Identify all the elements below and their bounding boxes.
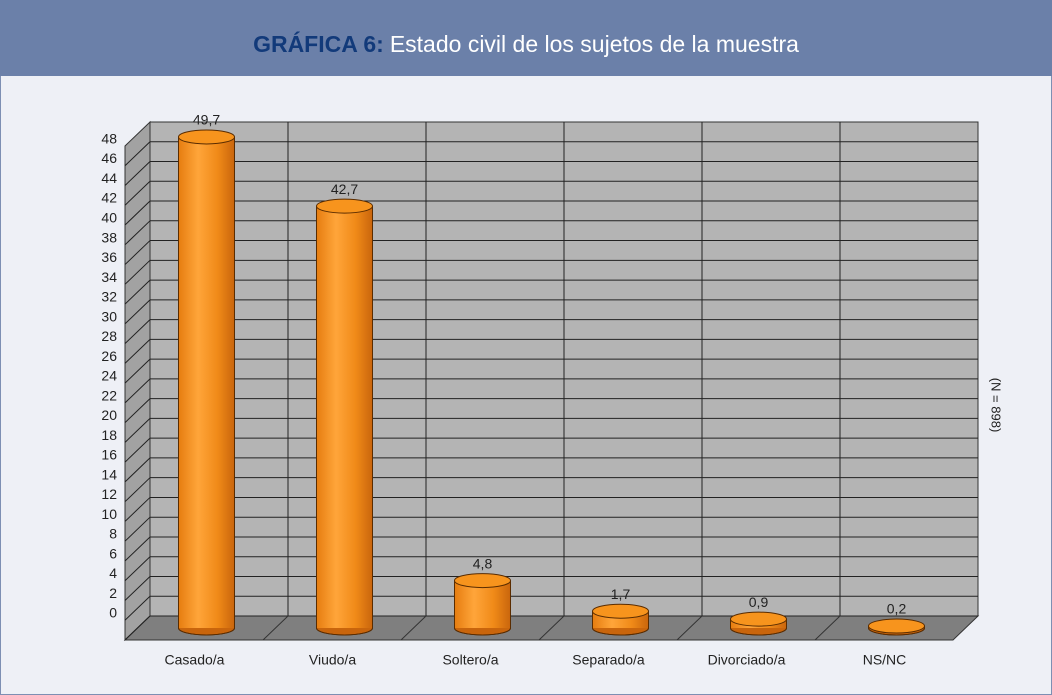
side-grid-line xyxy=(124,576,151,601)
side-grid-line xyxy=(124,497,151,522)
side-grid-line xyxy=(124,457,151,483)
x-tick-label: Divorciado/a xyxy=(708,652,786,668)
side-grid-line xyxy=(124,259,151,285)
title-label: GRÁFICA 6: xyxy=(253,30,384,57)
y-tick-label: 0 xyxy=(109,605,117,621)
y-tick-label: 10 xyxy=(101,506,117,522)
y-tick-label: 12 xyxy=(101,486,117,502)
bar-top xyxy=(730,611,787,627)
side-grid-line xyxy=(124,378,151,404)
floor-line xyxy=(676,615,703,641)
side-grid-line xyxy=(124,595,151,621)
y-tick-label: 2 xyxy=(109,585,117,601)
x-tick-label: Soltero/a xyxy=(442,652,498,668)
y-tick-label: 26 xyxy=(101,348,117,364)
side-grid-line xyxy=(124,516,151,542)
value-label: 1,7 xyxy=(611,586,631,602)
y-tick-label: 20 xyxy=(101,407,117,423)
note: (N = 898) xyxy=(989,378,1004,433)
side-grid-line xyxy=(124,418,151,443)
side-grid-line xyxy=(124,536,151,562)
side-grid-line xyxy=(124,141,151,167)
y-tick-label: 28 xyxy=(101,328,117,344)
y-tick-label: 36 xyxy=(101,249,117,265)
bar-top xyxy=(316,198,373,214)
floor-line xyxy=(262,615,289,641)
y-tick-label: 8 xyxy=(109,526,117,542)
bar xyxy=(454,580,511,628)
bar-bottom xyxy=(454,627,511,636)
side-grid-line xyxy=(124,556,151,582)
side-grid-line xyxy=(124,338,151,364)
value-label: 49,7 xyxy=(193,112,220,128)
bar xyxy=(178,136,235,629)
y-tick-label: 34 xyxy=(101,269,117,285)
side-grid-line xyxy=(124,437,151,463)
x-tick-label: Viudo/a xyxy=(309,652,356,668)
side-grid-line xyxy=(124,200,151,226)
side-grid-line xyxy=(124,398,151,424)
side-grid-line xyxy=(124,180,151,206)
y-tick-label: 38 xyxy=(101,229,117,245)
bar-top xyxy=(868,618,925,634)
chart-title: GRÁFICA 6: Estado civil de los sujetos de… xyxy=(253,30,799,57)
title-text: Estado civil de los sujetos de la muestr… xyxy=(390,31,799,57)
x-tick-label: Casado/a xyxy=(165,652,225,668)
y-tick-label: 4 xyxy=(109,565,117,581)
y-tick-label: 22 xyxy=(101,387,117,403)
y-tick-label: 42 xyxy=(101,190,117,206)
side-grid-line xyxy=(124,358,151,384)
side-wall xyxy=(124,120,151,642)
y-tick-label: 30 xyxy=(101,308,117,324)
side-grid-line xyxy=(124,240,151,265)
bar xyxy=(316,206,373,628)
side-grid-line xyxy=(124,161,151,186)
side-grid-line xyxy=(124,220,151,246)
y-tick-label: 14 xyxy=(101,466,117,482)
bar-top xyxy=(592,603,649,619)
header xyxy=(0,0,1052,76)
side-grid-line xyxy=(124,319,151,344)
floor-line xyxy=(400,615,427,641)
bar-bottom xyxy=(316,627,373,636)
x-tick-label: NS/NC xyxy=(863,652,907,668)
bar-bottom xyxy=(730,627,787,636)
y-tick-label: 46 xyxy=(101,150,117,166)
bar-top xyxy=(178,129,235,145)
value-label: 0,2 xyxy=(887,601,907,617)
y-tick-label: 32 xyxy=(101,289,117,305)
y-tick-label: 6 xyxy=(109,545,117,561)
side-grid-line xyxy=(124,615,151,641)
y-tick-label: 48 xyxy=(101,130,117,146)
bar-bottom xyxy=(178,627,235,636)
side-grid-line xyxy=(124,477,151,503)
bar-bottom xyxy=(592,627,649,636)
side-grid-line xyxy=(124,279,151,305)
y-tick-label: 18 xyxy=(101,427,117,443)
y-tick-label: 44 xyxy=(101,170,117,186)
value-label: 4,8 xyxy=(473,555,493,571)
bar-bottom xyxy=(868,627,925,636)
value-label: 0,9 xyxy=(749,594,769,610)
y-tick-label: 24 xyxy=(101,368,117,384)
y-tick-label: 40 xyxy=(101,210,117,226)
bar-top xyxy=(454,573,511,589)
side-grid-line xyxy=(124,299,151,325)
y-tick-label: 16 xyxy=(101,447,117,463)
x-tick-label: Separado/a xyxy=(572,652,645,668)
value-label: 42,7 xyxy=(331,181,358,197)
floor-line xyxy=(538,615,565,641)
floor-line xyxy=(814,615,841,641)
